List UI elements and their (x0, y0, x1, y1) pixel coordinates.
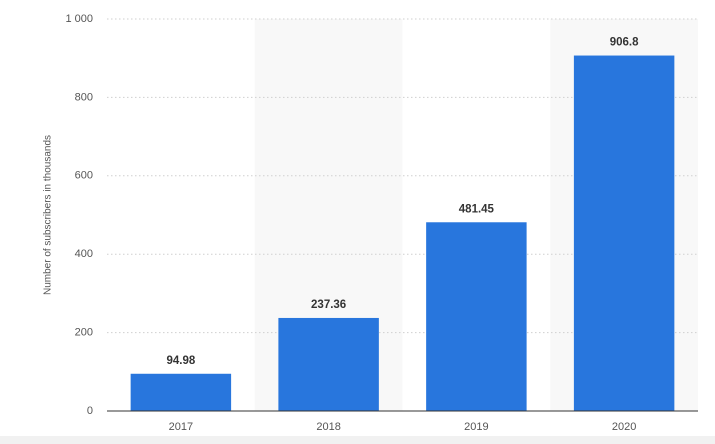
x-tick-label: 2017 (169, 421, 193, 433)
y-tick-label: 400 (75, 248, 93, 260)
x-tick-label: 2020 (612, 421, 636, 433)
y-axis-title: Number of subscribers in thousands (43, 135, 54, 295)
y-tick-label: 1 000 (65, 13, 93, 25)
value-label: 481.45 (459, 203, 495, 215)
value-label: 237.36 (311, 299, 346, 311)
bar (426, 222, 527, 411)
value-label: 906.8 (610, 37, 639, 49)
x-tick-label: 2018 (316, 421, 340, 433)
y-tick-label: 0 (87, 405, 93, 417)
value-label: 94.98 (166, 355, 195, 367)
y-tick-label: 600 (75, 170, 93, 182)
bottom-strip (0, 436, 715, 444)
bar (130, 373, 232, 411)
y-tick-label: 200 (75, 327, 93, 339)
bar (573, 55, 675, 412)
bar (278, 317, 379, 411)
x-tick-label: 2019 (464, 421, 488, 433)
y-tick-label: 800 (75, 91, 93, 103)
